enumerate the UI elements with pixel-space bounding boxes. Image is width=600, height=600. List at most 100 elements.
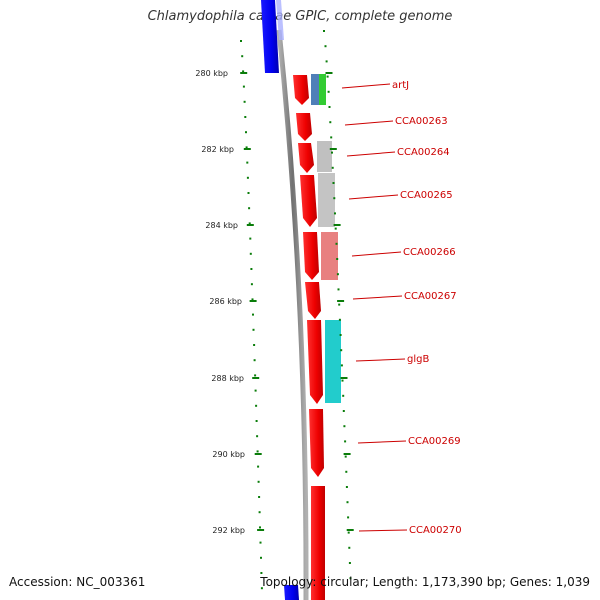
leader-glgB (355, 358, 406, 362)
scale-dot (248, 207, 251, 210)
gene-label-CCA00264[interactable]: CCA00264 (397, 147, 450, 158)
gene-label-glgB[interactable]: glgB (407, 354, 429, 365)
major-tick-282 (243, 148, 251, 150)
scale-dot (260, 556, 262, 559)
outer-scale-dot (331, 151, 333, 154)
scale-dot (255, 404, 258, 407)
gene-arrow-CCA00264[interactable] (298, 143, 314, 173)
feature-block-green[interactable] (319, 74, 326, 105)
outer-scale-dot (345, 470, 348, 473)
leader-artJ (341, 83, 391, 89)
gene-label-CCA00263[interactable]: CCA00263 (395, 116, 448, 127)
gene-labels: artJ CCA00263 CCA00264 CCA00265 CCA00266… (392, 80, 462, 536)
scale-dot (242, 70, 245, 73)
gene-arrow-glgB[interactable] (307, 320, 323, 404)
scale-dot (260, 572, 263, 574)
gene-arrow-CCA00266[interactable] (303, 232, 319, 280)
gene-arrow-blue-top[interactable] (261, 0, 279, 73)
tick-label-280: 280 kbp (195, 69, 228, 78)
gene-arrow-CCA00270[interactable] (311, 486, 325, 600)
outer-scale-dot (342, 410, 345, 412)
feature-block-cyan[interactable] (325, 320, 341, 403)
gene-arrow-artJ[interactable] (293, 75, 309, 105)
outer-scale-dot (337, 288, 340, 291)
tick-label-292: 292 kbp (212, 526, 245, 535)
outer-scale-dot (347, 531, 350, 534)
scale-dot (252, 313, 254, 316)
feature-block-pink[interactable] (321, 232, 338, 280)
scale-dot (240, 40, 242, 42)
outer-scale-dot (338, 318, 341, 321)
outer-scale-dot (334, 227, 337, 230)
major-tick-292 (257, 529, 265, 531)
outer-scale-dot (340, 364, 343, 367)
tick-label-286: 286 kbp (209, 297, 242, 306)
leader-CCA00270 (358, 529, 408, 532)
major-tick-288 (252, 377, 260, 379)
gene-label-CCA00269[interactable]: CCA00269 (408, 436, 461, 447)
gene-label-CCA00270[interactable]: CCA00270 (409, 525, 462, 536)
gene-label-artJ[interactable]: artJ (392, 80, 409, 91)
length-label: Length: (372, 575, 419, 589)
leader-CCA00266 (351, 251, 402, 257)
outer-scale-dot (342, 394, 345, 397)
outer-scale-dot (336, 273, 339, 276)
leader-CCA00269 (357, 440, 407, 444)
footer-genome-stats: Topology: circular; Length: 1,173,390 bp… (260, 575, 590, 589)
gene-arrow-CCA00269[interactable] (309, 409, 324, 477)
outer-major-tick-288 (340, 377, 348, 379)
gene-arrow-blue-bottom[interactable] (284, 585, 299, 600)
outer-major-tick-284 (333, 224, 341, 226)
gene-label-CCA00265[interactable]: CCA00265 (400, 190, 453, 201)
outer-scale-dot (348, 562, 351, 564)
scale-dot (257, 465, 260, 468)
tick-label-282: 282 kbp (201, 145, 234, 154)
topology-label: Topology: (260, 575, 317, 589)
feature-block-grey-2[interactable] (318, 173, 335, 227)
major-tick-284 (246, 224, 254, 226)
major-tick-290 (254, 453, 262, 455)
leader-CCA00264 (346, 151, 396, 157)
accession-value: NC_003361 (76, 575, 146, 589)
scale-dot (252, 328, 255, 331)
gene-arrow-CCA00265[interactable] (300, 175, 317, 227)
outer-scale-dot (323, 30, 325, 32)
scale-dot (249, 252, 252, 255)
scale-dot (259, 541, 262, 544)
outer-scale-dot (343, 425, 346, 428)
gene-label-CCA00267[interactable]: CCA00267 (404, 291, 457, 302)
gene-arrow-CCA00267[interactable] (305, 282, 321, 319)
length-value: 1,173,390 bp (421, 575, 502, 589)
scale-dot (257, 480, 260, 483)
genome-backbone-arc (276, 29, 309, 600)
gene-label-CCA00266[interactable]: CCA00266 (403, 247, 456, 258)
scale-dot (241, 55, 244, 58)
outer-scale-dot (341, 379, 344, 382)
outer-scale-dot (325, 60, 328, 63)
gene-arrow-blue-top-highlight (276, 0, 284, 40)
scale-dot (258, 496, 261, 498)
red-gene-track (293, 75, 325, 600)
leader-CCA00265 (348, 194, 399, 200)
scale-dot (253, 344, 256, 346)
outer-scale-dot (340, 349, 343, 352)
outer-scale-dot (348, 546, 351, 549)
outer-scale-dot (330, 136, 333, 139)
outer-major-tick-292 (346, 529, 354, 531)
outer-scale-dot (326, 75, 329, 78)
scale-dot (244, 116, 247, 118)
genes-value: 1,039 (555, 575, 590, 589)
scale-dot (254, 389, 257, 392)
feature-block-steelblue[interactable] (311, 74, 319, 105)
outer-scale-dot (338, 303, 341, 306)
scale-dot (256, 435, 259, 438)
outer-scale-dot (331, 166, 334, 169)
gene-arrow-CCA00263[interactable] (296, 113, 312, 141)
outer-scale-dot (336, 258, 339, 260)
scale-dot (250, 268, 253, 270)
scale-dot (251, 298, 254, 301)
feature-block-grey-1[interactable] (317, 141, 332, 172)
genes-label: Genes: (509, 575, 552, 589)
outer-major-tick-290 (343, 453, 351, 455)
scale-dot (242, 85, 245, 88)
